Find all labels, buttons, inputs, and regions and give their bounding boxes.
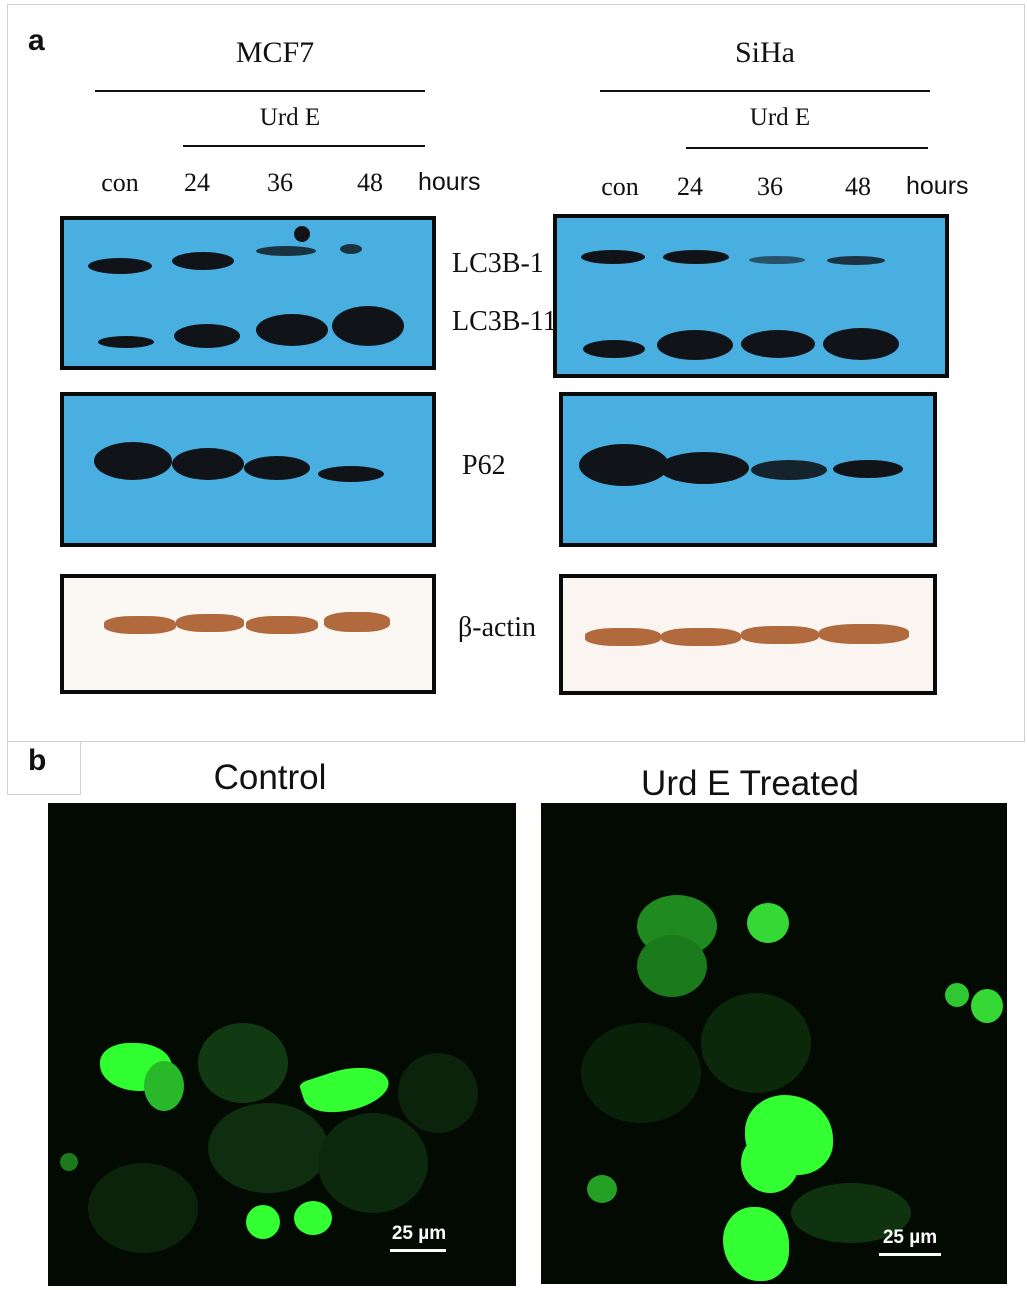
- band: [833, 460, 903, 478]
- cell-dim: [198, 1023, 288, 1103]
- band: [256, 314, 328, 346]
- panel-b-tab: [7, 741, 81, 795]
- cell-dim: [398, 1053, 478, 1133]
- scale-bar-treated: [879, 1253, 941, 1256]
- cell-bright: [945, 983, 969, 1007]
- band: [94, 442, 172, 480]
- band: [823, 328, 899, 360]
- scale-bar-control: [390, 1249, 446, 1252]
- cell-line-siha: SiHa: [735, 36, 795, 69]
- band: [827, 256, 885, 265]
- band: [581, 250, 645, 264]
- blot-mcf7-actin: [60, 574, 436, 694]
- band: [318, 466, 384, 482]
- band: [659, 452, 749, 484]
- marker-lc3b-11: LC3B-11: [452, 306, 557, 337]
- band: [663, 250, 729, 264]
- cell-dim: [208, 1103, 328, 1193]
- treatment-label-siha: Urd E: [749, 104, 811, 131]
- band: [256, 246, 316, 256]
- treatment-underline-siha: [686, 147, 928, 149]
- marker-actin: β-actin: [458, 612, 536, 643]
- panel-a-frame: [7, 4, 1025, 742]
- marker-lc3b-1: LC3B-1: [452, 248, 544, 279]
- band: [741, 626, 819, 644]
- cell-line-mcf7: MCF7: [235, 36, 315, 69]
- unit-label: hours: [418, 168, 481, 196]
- lane-label: 24: [184, 168, 210, 197]
- band: [741, 330, 815, 358]
- blot-siha-actin: [559, 574, 937, 695]
- treatment-label-mcf7: Urd E: [259, 104, 321, 131]
- band: [332, 306, 404, 346]
- band: [340, 244, 362, 254]
- band: [583, 340, 645, 358]
- lane-label: 36: [757, 172, 783, 201]
- blot-mcf7-p62: [60, 392, 436, 547]
- band: [585, 628, 661, 646]
- cell-dim: [791, 1183, 911, 1243]
- micrograph-control: 25 µm: [48, 803, 516, 1286]
- band: [661, 628, 741, 646]
- blot-mcf7-lc3b: [60, 216, 436, 370]
- cell-dim: [318, 1113, 428, 1213]
- cell-dim: [581, 1023, 701, 1123]
- cell-bright: [144, 1061, 184, 1111]
- lane-label: 48: [845, 172, 871, 201]
- scale-label-treated: 25 µm: [882, 1227, 938, 1248]
- unit-label: hours: [906, 172, 969, 200]
- band: [176, 614, 244, 632]
- band: [657, 330, 733, 360]
- cell-dim: [60, 1153, 78, 1171]
- marker-p62: P62: [462, 450, 506, 481]
- blot-siha-p62: [559, 392, 937, 547]
- band: [172, 252, 234, 270]
- cell-bright: [971, 989, 1003, 1023]
- cell-dim: [701, 993, 811, 1093]
- panel-a-label: a: [28, 24, 45, 57]
- cell-bright: [246, 1205, 280, 1239]
- lane-label: con: [601, 172, 639, 201]
- cell-bright: [294, 1201, 332, 1235]
- siha-underline: [600, 90, 930, 92]
- control-title: Control: [213, 758, 327, 797]
- band: [244, 456, 310, 480]
- micrograph-treated: 25 µm: [541, 803, 1007, 1284]
- band: [172, 448, 244, 480]
- band: [324, 612, 390, 632]
- lane-label: 36: [267, 168, 293, 197]
- band: [819, 624, 909, 644]
- band: [579, 444, 669, 486]
- cell-dim: [587, 1175, 617, 1203]
- band: [749, 256, 805, 264]
- cell-dim: [88, 1163, 198, 1253]
- treatment-underline-mcf7: [183, 145, 425, 147]
- band: [88, 258, 152, 274]
- lane-label: 48: [357, 168, 383, 197]
- lane-label: 24: [677, 172, 703, 201]
- mcf7-underline: [95, 90, 425, 92]
- cell-bright: [747, 903, 789, 943]
- lane-label: con: [101, 168, 139, 197]
- panel-b-label: b: [28, 744, 47, 777]
- band: [294, 226, 310, 242]
- band: [98, 336, 154, 348]
- band: [174, 324, 240, 348]
- band: [751, 460, 827, 480]
- cell-bright: [723, 1207, 789, 1281]
- band: [104, 616, 176, 634]
- blot-siha-lc3b: [553, 214, 949, 378]
- treated-title: Urd E Treated: [641, 764, 859, 803]
- band: [246, 616, 318, 634]
- cell-bright: [741, 1133, 799, 1193]
- cell-dim: [637, 935, 707, 997]
- scale-label-control: 25 µm: [391, 1223, 447, 1244]
